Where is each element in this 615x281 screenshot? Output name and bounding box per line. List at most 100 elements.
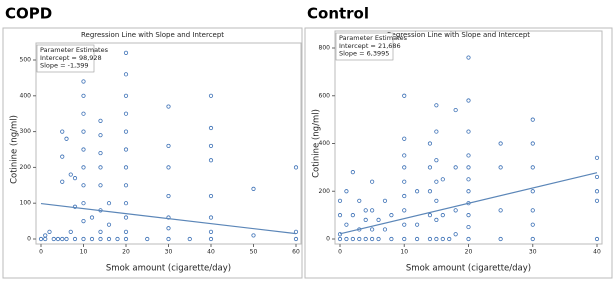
- point: [98, 133, 103, 138]
- point: [251, 186, 256, 191]
- estimates-title: Parameter Estimates: [339, 34, 408, 42]
- point: [594, 198, 600, 203]
- y-tick-label: 400: [20, 92, 32, 99]
- point: [123, 147, 129, 152]
- point: [453, 107, 458, 113]
- point: [72, 204, 78, 209]
- point: [402, 222, 407, 227]
- point: [402, 179, 407, 184]
- point: [81, 93, 86, 98]
- y-tick-label: 300: [20, 128, 32, 135]
- x-tick-label: 0: [39, 249, 43, 256]
- point: [357, 236, 362, 242]
- point: [370, 227, 375, 232]
- x-axis-label: Smok amount (cigarette/day): [106, 264, 231, 274]
- point: [64, 136, 69, 141]
- point: [530, 165, 535, 170]
- point: [402, 136, 407, 141]
- point: [60, 179, 65, 184]
- point: [498, 141, 503, 146]
- point: [382, 227, 388, 232]
- point: [81, 129, 86, 134]
- point: [123, 236, 129, 242]
- x-tick-label: 20: [465, 249, 473, 256]
- point: [81, 201, 86, 206]
- point: [166, 193, 171, 199]
- y-tick-label: 200: [20, 164, 32, 171]
- point: [72, 236, 78, 242]
- x-axis-label: Smok amount (cigarette/day): [406, 264, 531, 274]
- point: [72, 176, 78, 181]
- point: [498, 208, 503, 213]
- point: [357, 198, 362, 203]
- x-tick-label: 10: [80, 249, 88, 256]
- point: [337, 232, 343, 237]
- point: [38, 236, 44, 242]
- y-tick-label: 0: [27, 236, 31, 243]
- point: [350, 236, 355, 242]
- point: [98, 150, 103, 156]
- point: [402, 193, 407, 199]
- chart-heading: Control: [307, 5, 369, 23]
- estimates-title: Parameter Estimates: [40, 46, 109, 54]
- point: [208, 158, 214, 163]
- point: [402, 93, 407, 98]
- point: [453, 165, 458, 170]
- point: [434, 217, 439, 222]
- point: [453, 232, 458, 237]
- point: [376, 236, 381, 242]
- point: [440, 213, 445, 218]
- y-tick-label: 0: [326, 236, 330, 243]
- point: [123, 165, 129, 170]
- point: [402, 153, 407, 158]
- point: [414, 236, 420, 242]
- point: [64, 236, 69, 242]
- point: [370, 208, 375, 213]
- point: [434, 236, 439, 242]
- point: [60, 236, 65, 242]
- point: [466, 153, 471, 158]
- point: [123, 229, 129, 234]
- x-tick-label: 30: [165, 249, 173, 256]
- x-tick-label: 20: [122, 249, 130, 256]
- point: [344, 236, 349, 242]
- point: [106, 222, 112, 227]
- point: [594, 174, 600, 180]
- point: [402, 165, 407, 170]
- point: [81, 79, 86, 84]
- x-tick-label: 0: [338, 249, 342, 256]
- point: [337, 236, 343, 242]
- point: [498, 236, 503, 242]
- regression-line: [40, 202, 297, 235]
- point: [81, 183, 86, 188]
- point: [208, 236, 214, 242]
- point: [466, 213, 471, 218]
- point: [208, 193, 214, 199]
- y-axis-label: Cotinine (ng/ml): [10, 115, 20, 184]
- x-tick-label: 10: [400, 249, 408, 256]
- point: [427, 141, 433, 146]
- point: [363, 236, 368, 242]
- point: [106, 201, 112, 206]
- point: [208, 229, 214, 234]
- point: [466, 55, 471, 60]
- point: [434, 103, 439, 108]
- point: [434, 179, 439, 184]
- point: [166, 215, 171, 220]
- point: [414, 189, 420, 194]
- point: [123, 215, 129, 220]
- point: [208, 125, 214, 131]
- point: [389, 236, 394, 242]
- regression-line: [339, 172, 598, 235]
- point: [466, 165, 471, 170]
- point: [51, 236, 56, 242]
- estimate-label: Slope = -1,399: [40, 62, 89, 70]
- point: [530, 189, 535, 194]
- point: [98, 118, 103, 123]
- point: [187, 236, 192, 242]
- point: [251, 233, 256, 238]
- point: [123, 129, 129, 134]
- point: [376, 217, 381, 222]
- point: [98, 236, 103, 242]
